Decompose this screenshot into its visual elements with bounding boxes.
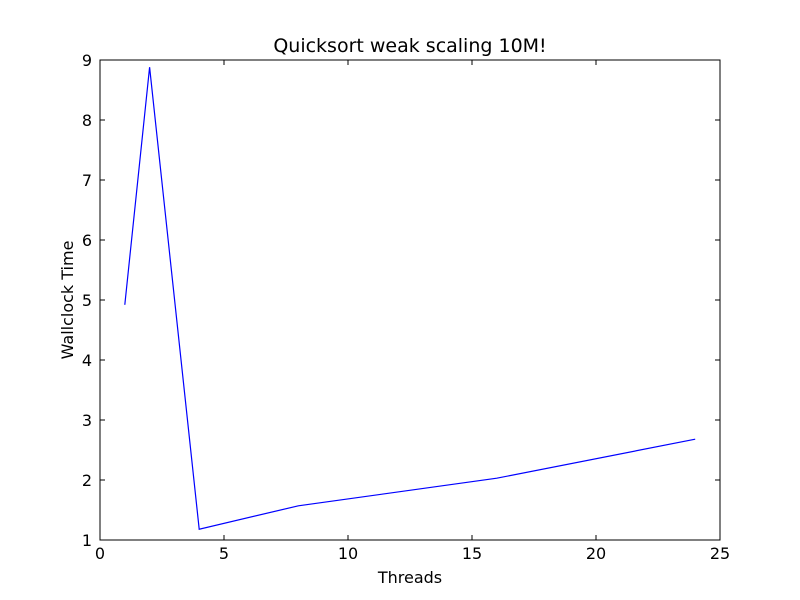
plot-area — [124, 67, 696, 530]
y-tick-label: 8 — [82, 111, 92, 130]
y-tick-label: 7 — [82, 171, 92, 190]
chart-title: Quicksort weak scaling 10M! — [273, 35, 546, 57]
y-axis-label: Wallclock Time — [58, 241, 77, 360]
x-axis-label: Threads — [377, 568, 442, 587]
y-tick-label: 2 — [82, 471, 92, 490]
axes: 0 5 10 15 20 25 1 2 3 4 5 6 7 8 9 — [82, 51, 730, 563]
x-tick-label: 5 — [219, 544, 229, 563]
y-tick-label: 4 — [82, 351, 92, 370]
y-tick-label: 5 — [82, 291, 92, 310]
y-tick-label: 6 — [82, 231, 92, 250]
x-tick-label: 25 — [710, 544, 730, 563]
x-tick-label: 0 — [95, 544, 105, 563]
x-tick-label: 20 — [586, 544, 606, 563]
x-tick-label: 15 — [462, 544, 482, 563]
y-tick-label: 3 — [82, 411, 92, 430]
series-line-0 — [124, 67, 696, 530]
y-tick-label: 1 — [82, 531, 92, 550]
x-tick-label: 10 — [338, 544, 358, 563]
y-tick-label: 9 — [82, 51, 92, 70]
